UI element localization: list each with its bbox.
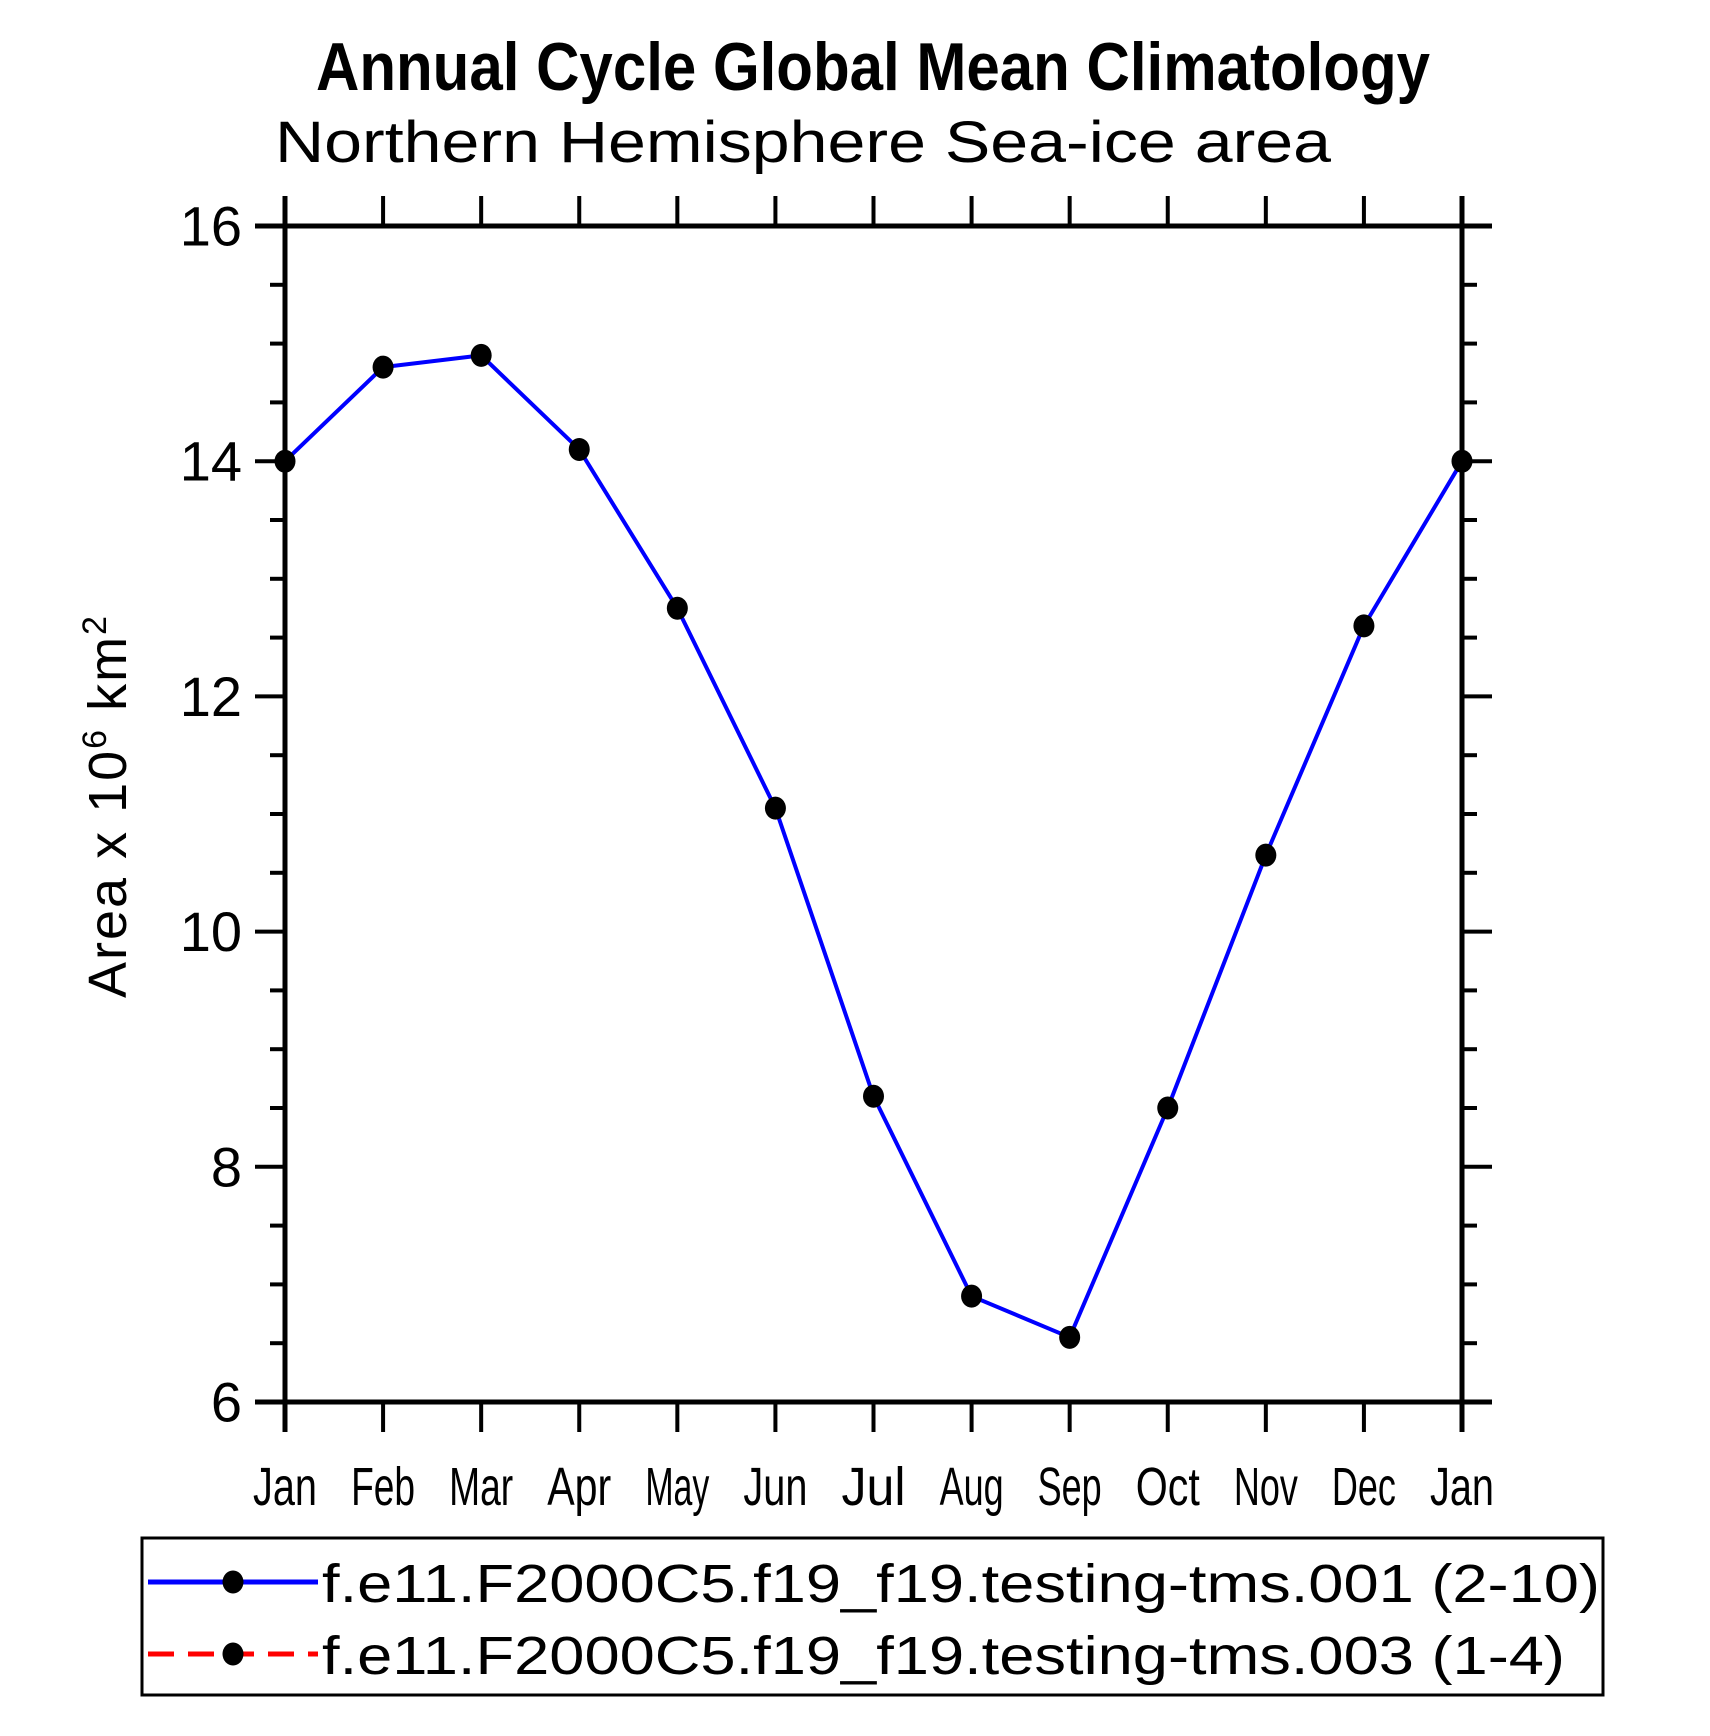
axes: Jan Feb Mar Apr May Jun Jul Aug Sep Oct Nov Dec Jan6…	[180, 195, 1494, 1518]
x-tick-label: Oct	[1136, 1457, 1200, 1517]
series-marker	[666, 596, 688, 620]
series-marker	[568, 437, 590, 461]
legend-label: f.e11.F2000C5.f19_f19.testing-tms.003 (1…	[322, 1626, 1565, 1686]
y-tick-label: 6	[211, 1371, 242, 1434]
series-marker	[1255, 843, 1277, 867]
series-marker	[764, 796, 786, 820]
series-marker	[1451, 449, 1473, 473]
x-tick-label: Jun	[743, 1457, 807, 1517]
series-marker	[1059, 1325, 1081, 1349]
x-tick-label: May	[645, 1457, 709, 1517]
y-tick-label: 8	[211, 1135, 242, 1198]
legend-box	[140, 1536, 1605, 1697]
x-tick-label: Nov	[1234, 1457, 1298, 1517]
series-marker	[372, 355, 394, 379]
legend-marker	[222, 1570, 244, 1594]
x-tick-label: Sep	[1038, 1457, 1102, 1517]
legend: f.e11.F2000C5.f19_f19.testing-tms.001 (2…	[140, 1536, 1605, 1697]
series-marker	[961, 1284, 983, 1308]
y-axis-title-text: Area x 106 km2	[76, 614, 138, 998]
x-tick-label: Jan	[1430, 1457, 1494, 1517]
x-tick-label: Apr	[547, 1457, 611, 1517]
series-marker	[470, 343, 492, 367]
legend-label: f.e11.F2000C5.f19_f19.testing-tms.001 (2…	[322, 1554, 1600, 1614]
x-tick-label: Aug	[940, 1457, 1004, 1517]
y-tick-label: 12	[180, 665, 242, 728]
x-tick-label: Dec	[1332, 1457, 1396, 1517]
x-tick-label: Jan	[253, 1457, 317, 1517]
series-marker	[274, 449, 296, 473]
y-tick-label: 10	[180, 900, 242, 963]
chart-title: Annual Cycle Global Mean Climatology	[316, 29, 1430, 105]
series-marker	[863, 1084, 884, 1108]
x-tick-label: Jul	[842, 1457, 906, 1517]
chart-subtitle: Northern Hemisphere Sea-ice area	[275, 110, 1332, 175]
series-line	[283, 353, 1464, 1340]
x-tick-label: Mar	[449, 1457, 513, 1517]
y-axis-title: Area x 106 km2	[76, 614, 138, 998]
series-marker	[1353, 614, 1375, 638]
data-series	[274, 343, 1473, 1349]
series-marker	[1157, 1096, 1179, 1120]
x-tick-label: Feb	[351, 1457, 415, 1517]
y-tick-label: 14	[180, 430, 242, 493]
y-tick-label: 16	[180, 195, 242, 258]
legend-marker	[222, 1642, 244, 1666]
